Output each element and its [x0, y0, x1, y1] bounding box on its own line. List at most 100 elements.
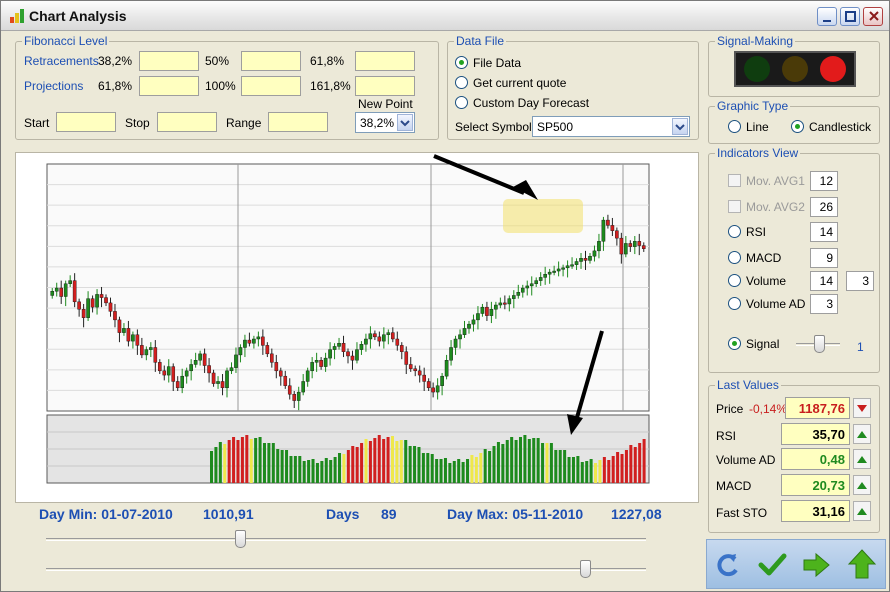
volume-radio[interactable] [728, 274, 741, 287]
candle-body [193, 360, 198, 365]
price-down-button[interactable] [853, 398, 871, 418]
chevron-down-icon[interactable] [397, 114, 413, 131]
annotation-arrow-2 [574, 330, 604, 422]
volume-bar [624, 450, 628, 483]
volume-bar [470, 455, 474, 483]
new-point-select[interactable]: 38,2% [355, 112, 415, 133]
candle-body [234, 354, 238, 368]
candle-body [355, 349, 359, 361]
candle-body [72, 280, 77, 303]
candle-body [184, 370, 189, 377]
start-slider-track[interactable] [46, 538, 646, 541]
maximize-button[interactable] [840, 7, 860, 26]
volume-ad-up-button[interactable] [853, 449, 871, 469]
stop-field[interactable] [157, 112, 217, 132]
macd-up-button[interactable] [853, 475, 871, 495]
day-max-value: 1227,08 [611, 506, 662, 522]
volume-bar [302, 461, 306, 483]
highlight-region [503, 199, 583, 233]
retracement-value-2[interactable] [241, 51, 301, 71]
macd-radio[interactable] [728, 251, 741, 264]
mov-avg2-checkbox[interactable] [728, 200, 741, 213]
volume-bar [616, 452, 620, 483]
projection-value-1[interactable] [139, 76, 199, 96]
volume-bar [223, 444, 227, 483]
rsi-label[interactable]: RSI [746, 225, 767, 239]
volume-bar [276, 449, 280, 483]
candle-body [207, 365, 211, 374]
volume-ad-field[interactable]: 3 [810, 294, 838, 314]
volume-field-2[interactable]: 3 [846, 271, 874, 291]
macd-field[interactable]: 9 [810, 248, 838, 268]
candle-body [140, 345, 144, 356]
candle-body [404, 351, 409, 365]
price-change: -0,14% [749, 402, 788, 416]
start-slider-thumb[interactable] [235, 530, 246, 548]
projection-value-3[interactable] [355, 76, 415, 96]
volume-bar [443, 458, 447, 483]
range-field[interactable] [268, 112, 328, 132]
candle-body [435, 385, 440, 393]
volume-bar [373, 438, 377, 483]
file-data-label[interactable]: File Data [473, 56, 522, 70]
volume-bar [594, 463, 598, 483]
up-arrow-icon[interactable] [847, 548, 877, 580]
macd-label[interactable]: MACD [746, 251, 782, 265]
candlestick-chart[interactable] [16, 153, 700, 504]
custom-forecast-radio[interactable] [455, 96, 468, 109]
candle-body [534, 280, 539, 284]
file-data-radio[interactable] [455, 56, 468, 69]
line-label[interactable]: Line [746, 120, 769, 134]
line-radio[interactable] [728, 120, 741, 133]
custom-forecast-label[interactable]: Custom Day Forecast [473, 96, 590, 110]
volume-label[interactable]: Volume [746, 274, 787, 288]
end-slider-thumb[interactable] [580, 560, 591, 578]
chart-panel[interactable] [15, 152, 699, 503]
volume-ad-radio[interactable] [728, 297, 741, 310]
volume-bar [580, 462, 584, 483]
macd-value: 20,73 [781, 474, 850, 496]
signal-label[interactable]: Signal [746, 337, 780, 351]
start-field[interactable] [56, 112, 116, 132]
volume-bar [351, 446, 355, 483]
end-slider-track[interactable] [46, 568, 646, 571]
candlestick-radio[interactable] [791, 120, 804, 133]
candle-body [346, 351, 350, 357]
candle-body [503, 302, 507, 305]
volume-field[interactable]: 14 [810, 271, 838, 291]
maximize-icon [845, 11, 856, 22]
mov-avg1-checkbox[interactable] [728, 174, 741, 187]
volume-ad-label[interactable]: Volume AD [746, 297, 806, 311]
current-quote-label[interactable]: Get current quote [473, 76, 567, 90]
annotation-arrow-1 [433, 154, 525, 195]
current-quote-radio[interactable] [455, 76, 468, 89]
projection-value-2[interactable] [241, 76, 301, 96]
rsi-up-button[interactable] [853, 424, 871, 444]
candle-body [77, 301, 81, 310]
close-button[interactable] [863, 7, 883, 26]
mov-avg1-field[interactable]: 12 [810, 171, 838, 191]
forward-arrow-icon[interactable] [801, 550, 831, 580]
volume-bar [258, 437, 262, 483]
mov-avg2-field[interactable]: 26 [810, 197, 838, 217]
title-bar[interactable]: Chart Analysis [1, 1, 889, 31]
signal-radio[interactable] [728, 337, 741, 350]
volume-bar [479, 453, 483, 483]
retracement-value-1[interactable] [139, 51, 199, 71]
chevron-down-icon[interactable] [672, 118, 688, 135]
candle-body [328, 349, 332, 359]
refresh-icon[interactable] [713, 550, 743, 580]
candle-body [592, 250, 597, 257]
signal-slider-thumb[interactable] [814, 335, 825, 353]
retracement-value-3[interactable] [355, 51, 415, 71]
fast-sto-up-button[interactable] [853, 501, 871, 521]
rsi-radio[interactable] [728, 225, 741, 238]
symbol-select[interactable]: SP500 [532, 116, 690, 137]
candle-body [265, 345, 270, 355]
check-icon[interactable] [757, 550, 787, 580]
candlestick-label[interactable]: Candlestick [809, 120, 872, 134]
rsi-field[interactable]: 14 [810, 222, 838, 242]
minimize-button[interactable] [817, 7, 837, 26]
app-icon [10, 9, 24, 23]
